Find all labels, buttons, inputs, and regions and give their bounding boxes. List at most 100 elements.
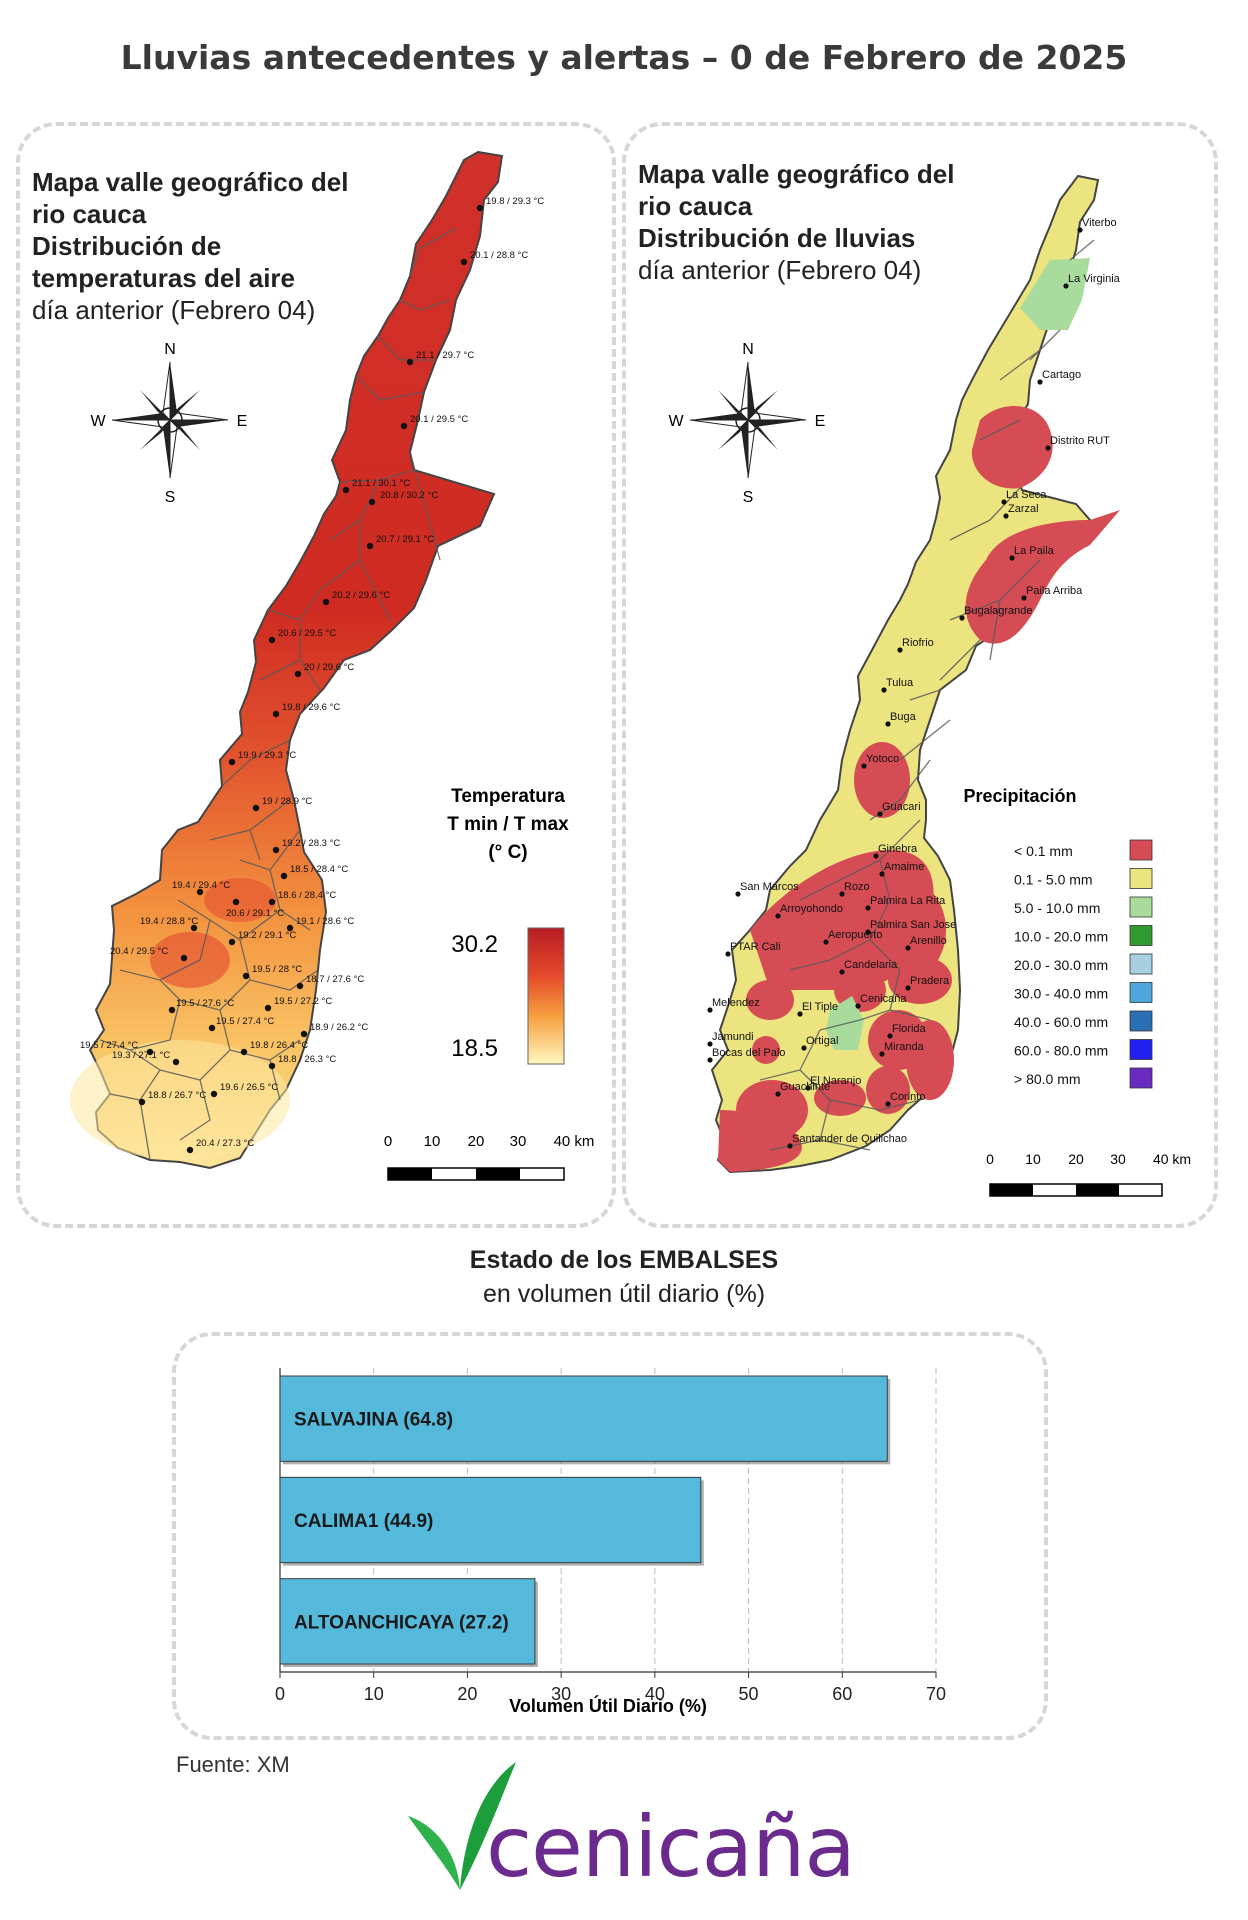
temp-station-dot (190, 924, 198, 932)
town-label: San Marcos (740, 881, 799, 893)
rain-legend-label: > 80.0 mm (1014, 1071, 1081, 1087)
source-note: Fuente: XM (176, 1752, 290, 1777)
rain-legend-swatch (1129, 953, 1153, 975)
reservoir-bar-label: CALIMA1 (44.9) (294, 1511, 433, 1532)
svg-text:0: 0 (384, 1133, 392, 1150)
temp-station-dot (296, 982, 304, 990)
temp-station-label: 19.5 / 27.4 °C (80, 1040, 138, 1051)
svg-text:30: 30 (1110, 1151, 1126, 1167)
svg-text:40 km: 40 km (1153, 1151, 1191, 1167)
rain-zone-red-yotoco (854, 742, 910, 818)
town-dot (865, 905, 871, 911)
town-label: Florida (892, 1023, 927, 1035)
temp-station-dot (280, 872, 288, 880)
temp-station-dot (368, 498, 376, 506)
town-dot (861, 763, 867, 769)
temp-station-label: 19.8 / 29.6 °C (282, 702, 340, 713)
temp-station-dot (138, 1098, 146, 1106)
town-dot (879, 1051, 885, 1057)
town-label: Corinto (890, 1091, 925, 1103)
temp-station-label: 20.1 / 28.8 °C (470, 250, 528, 261)
town-label: La Paila (1014, 545, 1055, 557)
x-tick-label: 60 (832, 1684, 852, 1704)
temp-station-label: 18.7 / 27.6 °C (306, 974, 364, 985)
temp-legend-max: 30.2 (451, 931, 498, 958)
town-label: Cartago (1042, 369, 1081, 381)
rain-zone-red-paila (965, 510, 1120, 644)
temp-station-dot (476, 204, 484, 212)
x-tick-label: 70 (926, 1684, 946, 1704)
temperature-map-heading: Mapa valle geográfico del rio cauca Dist… (32, 166, 348, 326)
svg-text:N: N (742, 341, 754, 358)
temp-station-label: 19.2 / 28.3 °C (282, 838, 340, 849)
chart-x-axis-label: Volumen Útil Diario (%) (509, 1695, 707, 1716)
temp-station-label: 21.1 / 29.7 °C (416, 350, 474, 361)
town-dot (897, 647, 903, 653)
svg-text:0: 0 (986, 1151, 994, 1167)
svg-text:S: S (165, 489, 176, 506)
town-label: Palmira San Jose (870, 919, 956, 931)
temp-legend-colorbar (527, 927, 565, 1065)
temp-heading-line: Distribución de (32, 231, 222, 261)
page-title: Lluvias antecedentes y alertas – 0 de Fe… (120, 38, 1128, 77)
temp-station-label: 20 / 29.6 °C (304, 662, 354, 673)
svg-text:S: S (743, 489, 754, 506)
temp-station-label: 19.2 / 29.1 °C (238, 930, 296, 941)
town-label: Arenillo (910, 935, 947, 947)
temp-station-label: 20.7 / 29.1 °C (376, 534, 434, 545)
svg-text:W: W (668, 413, 684, 430)
temp-station-label: 20.8 / 30.2 °C (380, 490, 438, 501)
rain-legend-label: 10.0 - 20.0 mm (1014, 929, 1108, 945)
temperature-map-panel (16, 122, 616, 1228)
x-tick-label: 50 (739, 1684, 759, 1704)
temp-station-dot (168, 1006, 176, 1014)
rain-legend-label: 30.0 - 40.0 mm (1014, 986, 1108, 1002)
town-label: Palmira La Rita (870, 895, 946, 907)
town-dot (787, 1143, 793, 1149)
cenicana-leaf-logo-icon (408, 1762, 516, 1890)
temp-station-dot (286, 924, 294, 932)
svg-text:20: 20 (1068, 1151, 1084, 1167)
temp-station-label: 19.5 / 27.6 °C (176, 998, 234, 1009)
temp-station-dot (268, 636, 276, 644)
town-dot (1021, 595, 1027, 601)
temp-station-label: 19.4 / 28.8 °C (140, 916, 198, 927)
town-label: Amaime (884, 861, 924, 873)
rain-zone-green-north (1020, 258, 1090, 330)
temp-station-label: 20.2 / 29.6 °C (332, 590, 390, 601)
rain-scale-bar: 0 10 20 30 40 km (986, 1151, 1191, 1197)
town-dot (1077, 227, 1083, 233)
temp-station-dot (294, 670, 302, 678)
town-dot (1003, 513, 1009, 519)
town-label: Guacari (882, 801, 921, 813)
town-dot (735, 891, 741, 897)
rain-heading-line: rio cauca (638, 191, 753, 221)
rain-zone-red-rut (971, 406, 1053, 489)
town-label: Viterbo (1082, 217, 1117, 229)
temp-legend-min: 18.5 (451, 1035, 498, 1062)
town-dot (775, 913, 781, 919)
town-label: Candelaria (844, 959, 898, 971)
rain-compass-rose-icon: N S E W (668, 341, 825, 506)
temp-compass-rose-icon: N S E W (90, 341, 247, 506)
town-dot (1045, 445, 1051, 451)
rain-zone-green-tiple (826, 996, 864, 1050)
reservoir-bar (279, 1578, 536, 1665)
reservoirs-panel (172, 1332, 1048, 1740)
svg-text:40 km: 40 km (554, 1133, 595, 1150)
town-dot (865, 929, 871, 935)
rain-zone-red-ortigal (814, 1080, 866, 1116)
town-label: Tulua (886, 677, 914, 689)
svg-text:E: E (237, 413, 248, 430)
temp-station-label: 20.4 / 29.5 °C (110, 946, 168, 957)
rain-zone-red-miranda (866, 1066, 910, 1114)
town-dot (905, 985, 911, 991)
town-dot (905, 945, 911, 951)
town-dot (839, 969, 845, 975)
temp-legend-unit: (° C) (488, 842, 527, 863)
temp-station-dot (146, 1048, 154, 1056)
rain-legend-swatch (1129, 925, 1153, 946)
rain-heading-line: Mapa valle geográfico del (638, 159, 955, 189)
rain-zone-red-guachinte (718, 1110, 802, 1172)
town-dot (1009, 555, 1015, 561)
